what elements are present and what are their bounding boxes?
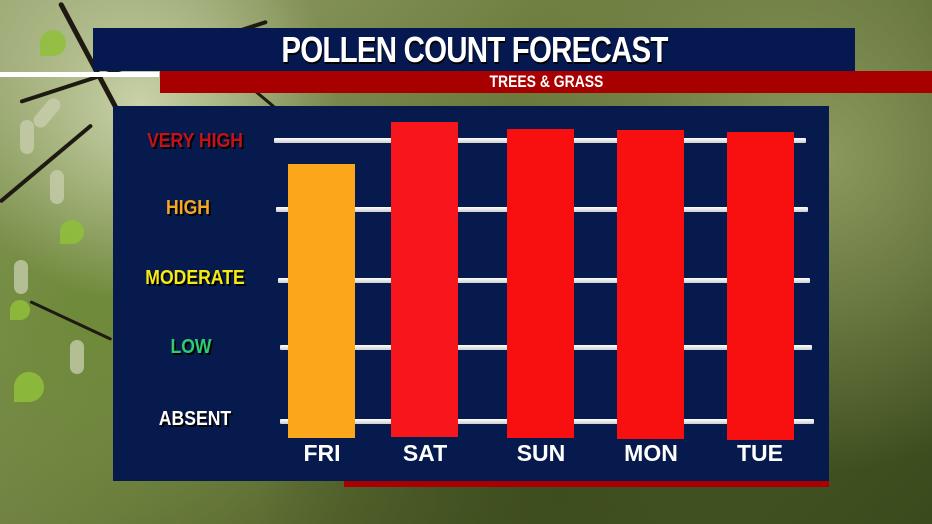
catkin-decoration	[14, 260, 28, 294]
xlabel-tue: TUE	[737, 440, 783, 466]
accent-line	[0, 72, 159, 77]
ylabel-moderate: MODERATE	[145, 267, 245, 289]
ylabel-low: LOW	[170, 336, 212, 358]
xlabel-mon: MON	[624, 440, 678, 466]
xlabel-sun: SUN	[516, 440, 566, 466]
subtitle-banner: TREES & GRASS	[160, 71, 932, 93]
catkin-decoration	[50, 170, 64, 204]
page-title: POLLEN COUNT FORECAST	[280, 28, 668, 70]
ylabel-high: HIGH	[166, 197, 210, 219]
leaf-decoration	[14, 372, 44, 402]
xlabel-fri: FRI	[303, 440, 341, 466]
bar-tue	[727, 132, 794, 440]
chart-panel	[113, 106, 829, 481]
ylabel-very-high: VERY HIGH	[147, 130, 243, 152]
subtitle: TREES & GRASS	[489, 72, 603, 91]
branch-decoration	[0, 123, 94, 204]
catkin-decoration	[20, 120, 34, 154]
catkin-decoration	[70, 340, 84, 374]
leaf-decoration	[40, 30, 66, 56]
branch-decoration	[29, 300, 113, 341]
leaf-decoration	[60, 220, 84, 244]
ylabel-absent: ABSENT	[158, 408, 232, 430]
leaf-decoration	[10, 300, 30, 320]
bar-fri	[288, 164, 355, 438]
panel-accent-bar	[344, 481, 829, 487]
bar-mon	[617, 130, 684, 439]
bar-sun	[507, 129, 574, 438]
catkin-decoration	[30, 95, 64, 131]
bar-sat	[391, 122, 458, 437]
xlabel-sat: SAT	[402, 440, 448, 466]
title-banner: POLLEN COUNT FORECAST	[93, 28, 855, 71]
